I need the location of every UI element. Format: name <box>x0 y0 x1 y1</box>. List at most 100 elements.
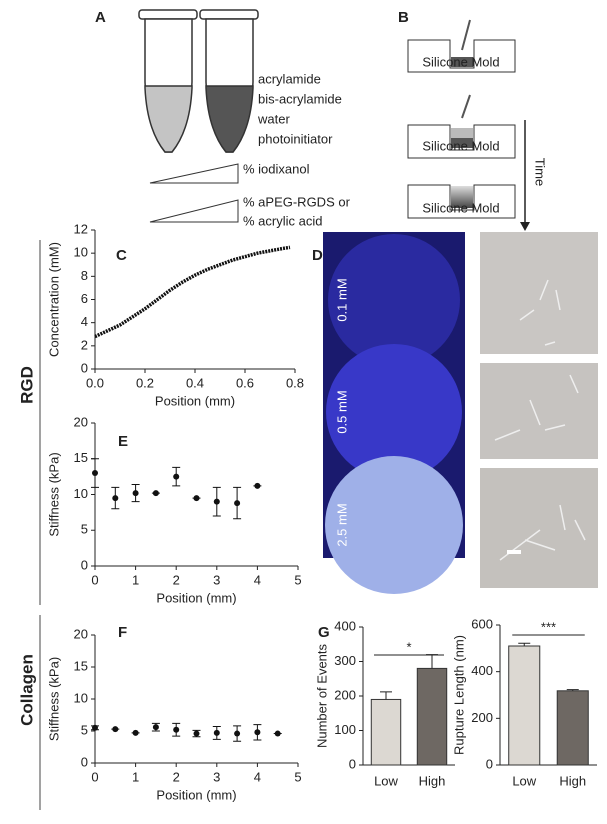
y-tick-label: 20 <box>74 414 88 429</box>
x-tick-label: 5 <box>294 769 301 784</box>
data-point <box>112 495 119 502</box>
x-tick-label: 3 <box>213 769 220 784</box>
x-tick-label: 1 <box>132 572 139 587</box>
gradient-label: % iodixanol <box>243 161 310 176</box>
x-tick-label: 3 <box>213 572 220 587</box>
error-bar <box>518 642 531 646</box>
cell-image <box>480 232 598 354</box>
y-tick-label: 100 <box>334 722 356 737</box>
y-tick-label: 0 <box>81 754 88 769</box>
panel-letter: G <box>318 624 330 641</box>
row-label: RGD <box>17 366 36 404</box>
arrow-head <box>520 222 530 231</box>
x-tick-label: Low <box>512 773 536 788</box>
mold-label: Silicone Mold <box>422 138 499 153</box>
y-tick-label: 0 <box>486 756 493 771</box>
data-point <box>193 730 200 737</box>
mold: Silicone Mold <box>407 184 516 219</box>
y-tick-label: 8 <box>81 268 88 283</box>
bar <box>416 667 448 766</box>
y-axis-label: Rupture Length (nm) <box>451 635 466 755</box>
y-tick-label: 0 <box>349 756 356 771</box>
y-tick-label: 10 <box>74 245 88 260</box>
x-tick-label: 2 <box>173 769 180 784</box>
y-tick-label: 300 <box>334 653 356 668</box>
gel-well <box>328 234 460 366</box>
conc-label: 0.1 mM <box>334 278 349 321</box>
y-tick-label: 15 <box>74 450 88 465</box>
y-tick-label: 20 <box>74 626 88 641</box>
cells <box>494 279 586 561</box>
data-point <box>152 490 159 497</box>
gel-well <box>326 344 462 480</box>
y-tick-label: 0 <box>81 557 88 572</box>
x-tick-label: 1 <box>132 769 139 784</box>
x-tick-label: 5 <box>294 572 301 587</box>
gel-well <box>325 456 463 594</box>
data-point <box>213 498 220 505</box>
conc-label: 2.5 mM <box>334 503 349 546</box>
conc-label: 0.5 mM <box>334 390 349 433</box>
y-axis-label: Concentration (mM) <box>46 242 61 357</box>
bar <box>508 645 541 766</box>
x-tick-label: 4 <box>254 572 261 587</box>
x-tick-label: 0.0 <box>86 375 104 390</box>
y-tick-label: 6 <box>81 291 88 306</box>
bar <box>556 690 589 766</box>
gradient-label: % acrylic acid <box>243 213 322 228</box>
y-axis-label: Stiffness (kPa) <box>46 657 61 741</box>
time-label: Time <box>533 158 548 186</box>
y-tick-label: 600 <box>471 616 493 631</box>
gradient-label: % aPEG-RGDS or <box>243 194 351 209</box>
x-tick-label: 0 <box>91 572 98 587</box>
data-line <box>94 245 291 339</box>
x-tick-label: 2 <box>173 572 180 587</box>
x-tick-label: High <box>559 773 586 788</box>
x-axis-label: Position (mm) <box>155 393 235 408</box>
panel-letter: B <box>398 9 409 26</box>
scale-bar <box>507 550 521 554</box>
data-point <box>173 473 180 480</box>
panel-letter: A <box>95 9 106 26</box>
x-axis-label: Position (mm) <box>156 590 236 605</box>
data-point <box>132 490 139 497</box>
mold: Silicone Mold <box>407 19 516 73</box>
x-axis-label: Position (mm) <box>156 787 236 802</box>
data-point <box>152 724 159 731</box>
data-point <box>173 726 180 733</box>
y-tick-label: 0 <box>81 360 88 375</box>
mold: Silicone Mold <box>407 94 516 159</box>
x-tick-label: 0.6 <box>236 375 254 390</box>
x-tick-label: 0.2 <box>136 375 154 390</box>
component-label: acrylamide <box>258 71 321 86</box>
error-bar <box>380 691 392 700</box>
x-tick-label: High <box>419 773 446 788</box>
gradient-wedge <box>149 199 239 223</box>
mold-label: Silicone Mold <box>422 200 499 215</box>
y-tick-label: 200 <box>334 687 356 702</box>
component-label: bis-acrylamide <box>258 91 342 106</box>
y-tick-label: 12 <box>74 221 88 236</box>
data-point <box>213 729 220 736</box>
tube <box>138 9 198 153</box>
y-tick-label: 400 <box>334 618 356 633</box>
y-tick-label: 15 <box>74 658 88 673</box>
data-point <box>92 470 98 477</box>
tube <box>199 9 259 153</box>
error-bar <box>426 654 438 669</box>
y-tick-label: 400 <box>471 663 493 678</box>
y-tick-label: 5 <box>81 522 88 537</box>
x-tick-label: 0.4 <box>186 375 204 390</box>
y-tick-label: 200 <box>471 710 493 725</box>
y-tick-label: 5 <box>81 722 88 737</box>
panel-letter: F <box>118 624 127 641</box>
y-axis-label: Number of Events <box>314 643 329 748</box>
x-tick-label: Low <box>374 773 398 788</box>
mold-label: Silicone Mold <box>422 54 499 69</box>
row-label: Collagen <box>17 654 36 726</box>
y-tick-label: 2 <box>81 337 88 352</box>
cell-image <box>480 468 598 588</box>
significance-label: *** <box>541 619 556 634</box>
